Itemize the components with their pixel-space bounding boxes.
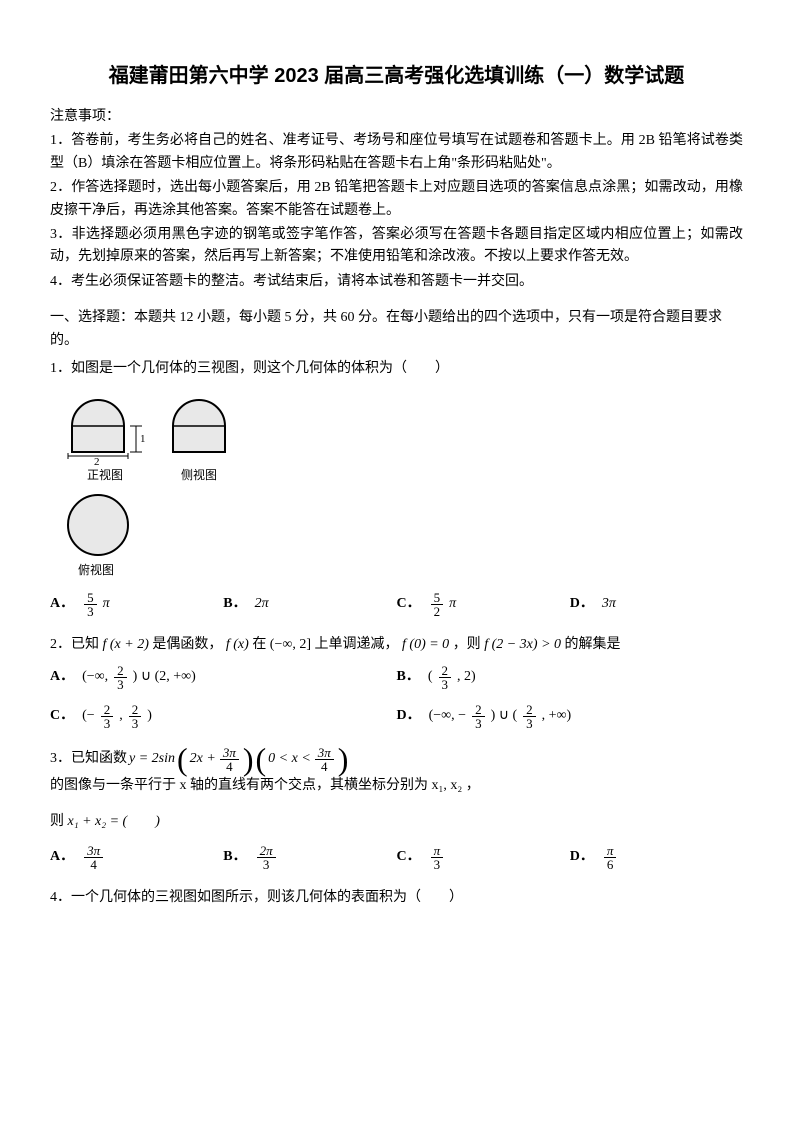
q1-option-d: D． 3π [570, 591, 743, 618]
q2-option-c: C． (− 23 , 23 ) [50, 703, 397, 730]
top-view: 俯视图 [60, 489, 743, 580]
q1-options: A． 53 π B． 2π C． 52 π D． 3π [50, 591, 743, 618]
side-view-label: 侧视图 [181, 466, 217, 485]
top-view-label: 俯视图 [78, 561, 114, 580]
side-view: 侧视图 [164, 388, 234, 485]
instruction-3: 3．非选择题必须用黑色字迹的钢笔或签字笔作答，答案必须写在答题卡各题目指定区域内… [50, 224, 743, 269]
instruction-2: 2．作答选择题时，选出每小题答案后，用 2B 铅笔把答题卡上对应题目选项的答案信… [50, 177, 743, 222]
instruction-4: 4．考生必须保证答题卡的整洁。考试结束后，请将本试卷和答题卡一并交回。 [50, 271, 743, 293]
q1-stem: 1．如图是一个几何体的三视图，则这个几何体的体积为（ ） [50, 358, 743, 380]
q2-stem: 2．已知 f (x + 2) 是偶函数， f (x) 在 (−∞, 2] 上单调… [50, 634, 743, 656]
q4-stem: 4．一个几何体的三视图如图所示，则该几何体的表面积为（ ） [50, 887, 743, 909]
q3-options: A． 3π4 B． 2π3 C． π3 D． π6 [50, 844, 743, 871]
q3-stem: 3．已知函数 y = 2sin ( 2x + 3π4 ) ( 0 < x < 3… [50, 746, 743, 797]
front-view-svg: 2 1 [60, 388, 150, 466]
height-dim: 1 [140, 433, 146, 445]
q3-option-c: C． π3 [397, 844, 570, 871]
q1-figure: 2 1 正视图 侧视图 俯视图 [60, 388, 743, 580]
section-1-header: 一、选择题：本题共 12 小题，每小题 5 分，共 60 分。在每小题给出的四个… [50, 307, 743, 352]
q3-line2: 则 x₁ + x₂ = ( ) [50, 811, 743, 833]
page-title: 福建莆田第六中学 2023 届高三高考强化选填训练（一）数学试题 [50, 60, 743, 92]
q1-option-b: B． 2π [223, 591, 396, 618]
q3-option-b: B． 2π3 [223, 844, 396, 871]
q3-option-d: D． π6 [570, 844, 743, 871]
q2-option-d: D． (−∞, − 23 ) ∪ ( 23 , +∞) [397, 703, 744, 730]
front-view-label: 正视图 [87, 466, 123, 485]
q2-options: A． (−∞, 23 ) ∪ (2, +∞) B． ( 23 , 2) C． (… [50, 664, 743, 730]
q2-option-a: A． (−∞, 23 ) ∪ (2, +∞) [50, 664, 397, 691]
q3-option-a: A． 3π4 [50, 844, 223, 871]
side-view-svg [164, 388, 234, 466]
instruction-1: 1．答卷前，考生务必将自己的姓名、准考证号、考场号和座位号填写在试题卷和答题卡上… [50, 130, 743, 175]
top-view-svg [60, 489, 136, 561]
front-view: 2 1 正视图 [60, 388, 150, 485]
width-dim: 2 [94, 456, 100, 466]
q1-option-c: C． 52 π [397, 591, 570, 618]
instructions-label: 注意事项： [50, 106, 743, 128]
q2-option-b: B． ( 23 , 2) [397, 664, 744, 691]
q1-option-a: A． 53 π [50, 591, 223, 618]
